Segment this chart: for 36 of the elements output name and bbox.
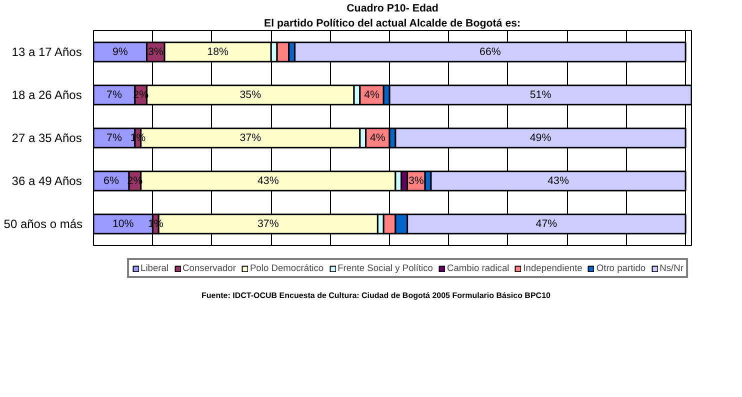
y-tick-label: 27 a 35 Años	[12, 131, 82, 145]
chart-title: Cuadro P10- Edad	[346, 2, 438, 14]
data-label: 51%	[530, 89, 552, 101]
data-label: 35%	[240, 89, 262, 101]
data-label: 3%	[148, 46, 164, 58]
data-label: 43%	[258, 175, 280, 187]
data-label: 6%	[104, 175, 120, 187]
legend-label: Liberal	[140, 263, 169, 273]
data-label: 9%	[112, 46, 128, 58]
data-label: 18%	[207, 46, 230, 58]
y-tick-label: 18 a 26 Años	[12, 88, 82, 102]
data-label: 49%	[530, 132, 552, 144]
y-tick-label: 36 a 49 Años	[12, 174, 82, 188]
data-label: 7%	[106, 89, 122, 101]
legend-label: Cambio radical	[446, 263, 510, 273]
data-label: 3%	[408, 175, 424, 187]
data-label: 66%	[480, 46, 502, 58]
data-label: 10%	[112, 218, 134, 230]
y-tick-label: 13 a 17 Años	[12, 45, 82, 59]
data-label: 7%	[106, 132, 122, 144]
source-note: Fuente: IDCT-OCUB Encuesta de Cultura: Ciudad de Bogotá 2005 Formulario Básico BPC10	[202, 290, 550, 302]
legend-label: Frente Social y Político	[338, 263, 433, 273]
y-tick-label: 50 años o más	[4, 217, 83, 231]
data-label: 4%	[364, 89, 380, 101]
legend-label: Otro partido	[596, 263, 646, 273]
data-label: 37%	[258, 218, 280, 230]
data-label: 37%	[240, 132, 262, 144]
legend-label: Polo Democrático	[250, 263, 324, 273]
legend-label: Independiente	[523, 263, 582, 273]
legend-label: Ns/Nr	[660, 263, 684, 273]
data-label: 43%	[548, 175, 570, 187]
legend-label: Conservador	[182, 263, 236, 273]
data-label: 47%	[536, 218, 558, 230]
data-label: 1%	[148, 218, 164, 230]
chart-subtitle: El partido Político del actual Alcalde de Bogotá es:	[264, 18, 521, 30]
data-label: 4%	[370, 132, 386, 144]
